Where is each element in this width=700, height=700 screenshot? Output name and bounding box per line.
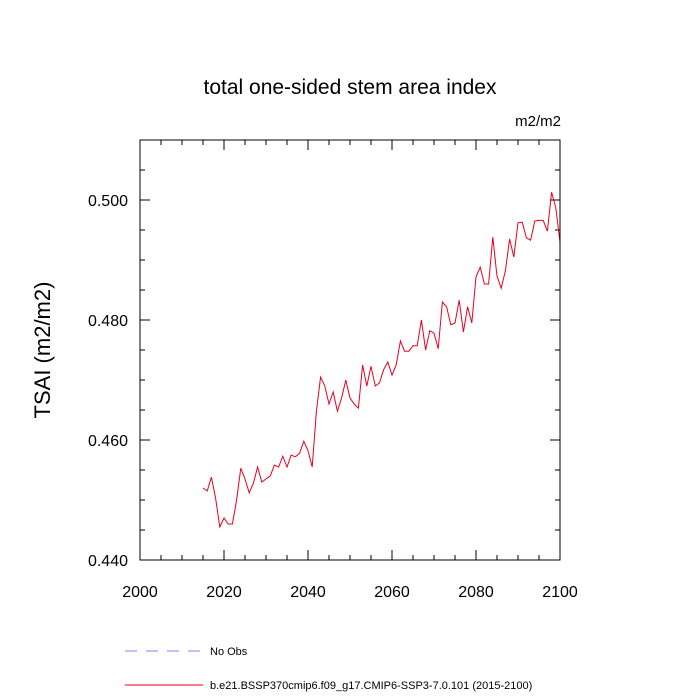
x-tick-label: 2040 <box>290 584 326 601</box>
y-tick-label: 0.460 <box>88 433 128 450</box>
legend: No Obs b.e21.BSSP370cmip6.f09_g17.CMIP6-… <box>125 646 532 692</box>
x-tick-label: 2080 <box>458 584 494 601</box>
x-tick-label: 2020 <box>206 584 242 601</box>
series-layer <box>202 192 561 529</box>
plot-frame <box>139 139 561 561</box>
chart-units: m2/m2 <box>515 113 561 130</box>
chart-title: total one-sided stem area index <box>203 76 497 99</box>
y-tick-label: 0.480 <box>88 313 128 330</box>
axis-ticks <box>139 139 561 561</box>
x-tick-label: 2100 <box>542 584 578 601</box>
tick-labels: 2000 2020 2040 2060 2080 2100 0.440 0.460 0.480 0… <box>88 193 578 601</box>
legend-label-no-obs: No Obs <box>210 646 248 658</box>
y-tick-label: 0.440 <box>88 553 128 570</box>
series-line-1 <box>202 192 561 529</box>
legend-label-model-run: b.e21.BSSP370cmip6.f09_g17.CMIP6-SSP3-7.… <box>210 680 532 692</box>
x-tick-label: 2000 <box>122 584 158 601</box>
x-tick-label: 2060 <box>374 584 410 601</box>
y-axis-label: TSAI (m2/m2) <box>30 282 55 419</box>
y-tick-label: 0.500 <box>88 193 128 210</box>
